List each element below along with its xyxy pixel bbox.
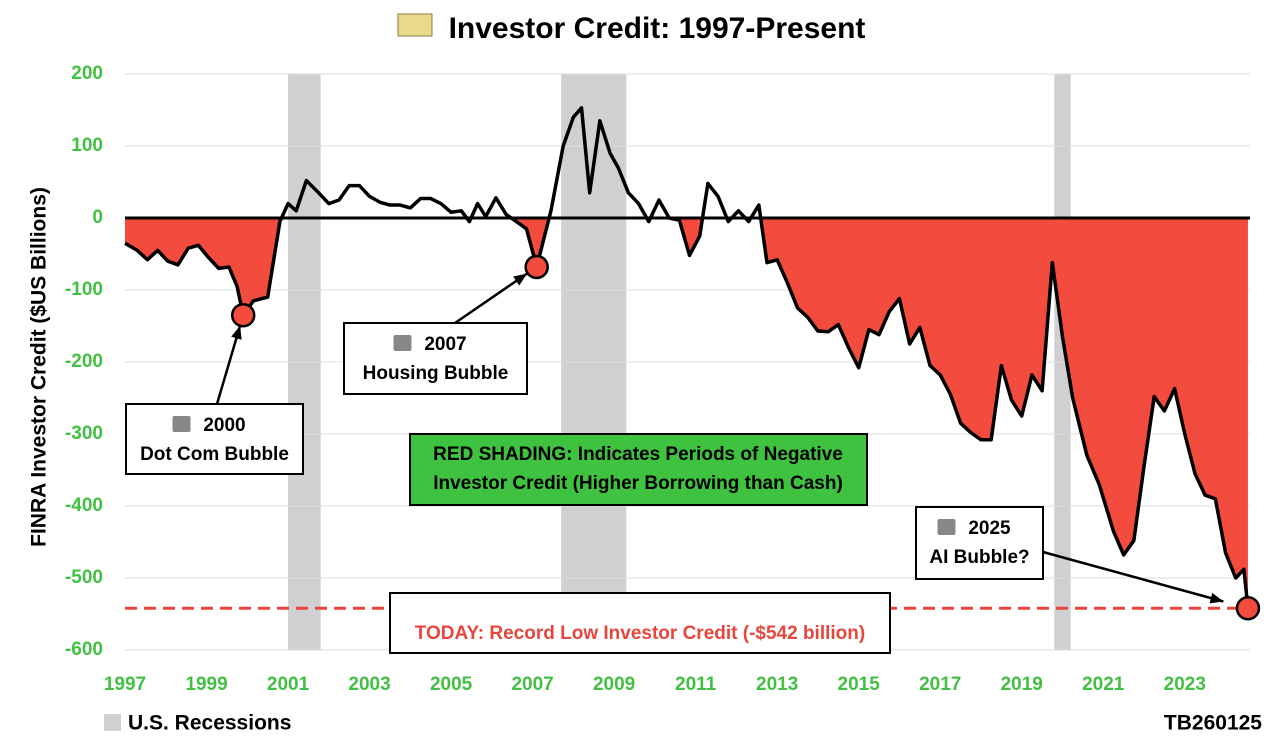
x-tick-label: 1997 [104,674,146,695]
y-tick-label: -200 [65,351,103,372]
annotation-arrow [215,325,242,405]
x-tick-label: 2023 [1164,674,1206,695]
x-tick-label: 2015 [838,674,881,695]
annotation-box [915,506,1044,580]
annotation-icon [172,416,191,432]
y-tick-label: 0 [92,207,103,228]
arrow-head [513,273,527,286]
annotation-text: 2007 [424,334,466,355]
y-tick-label: -100 [65,279,103,300]
x-tick-label: 2019 [1001,674,1043,695]
x-tick-label: 2013 [756,674,798,695]
annotation-arrow [454,272,528,325]
x-tick-label: 2007 [511,674,553,695]
note-text: RED SHADING: Indicates Periods of Negati… [433,444,843,465]
title-icon [397,13,433,37]
annotation-text: 2025 [968,518,1011,539]
arrow-head [231,325,242,340]
y-axis-label: FINRA Investor Credit ($US Billions) [28,187,51,547]
arrow-head [1209,592,1224,604]
note-box [409,433,868,506]
annotation-box [343,322,528,395]
y-tick-label: -400 [65,495,103,516]
annotation-icon [393,335,412,351]
x-tick-label: 2011 [675,674,717,695]
x-tick-label: 2009 [593,674,635,695]
annotation-marker [1235,595,1261,621]
annotation-marker [524,254,549,280]
negative-area [125,218,1248,609]
note-text: Investor Credit (Higher Borrowing than C… [433,473,843,494]
annotation-text: Dot Com Bubble [140,444,289,465]
annotation-icon [937,519,956,535]
y-tick-label: 200 [71,63,103,84]
x-tick-label: 2005 [430,674,473,695]
data-line [124,106,1250,609]
reference-label: TODAY: Record Low Investor Credit (-$542… [415,623,865,644]
chart-title: Investor Credit: 1997-Present [449,12,866,45]
annotation-arrow [1042,550,1224,603]
y-tick-label: -300 [65,423,103,444]
y-tick-label: -500 [65,567,103,588]
reference-box [389,592,891,654]
source: TB260125 [1164,712,1262,735]
legend-swatch [104,714,121,731]
x-tick-label: 2001 [267,674,310,695]
x-tick-label: 2003 [348,674,390,695]
annotation-marker [230,302,256,328]
x-tick-label: 2017 [919,674,961,695]
y-tick-label: 100 [71,135,103,156]
legend-label: U.S. Recessions [128,712,291,735]
y-tick-label: -600 [65,639,103,660]
x-tick-label: 2021 [1082,674,1125,695]
annotation-text: AI Bubble? [929,547,1029,568]
annotation-text: Housing Bubble [363,363,509,384]
x-tick-label: 1999 [185,674,227,695]
annotation-box [125,403,304,475]
annotation-text: 2000 [203,415,245,436]
